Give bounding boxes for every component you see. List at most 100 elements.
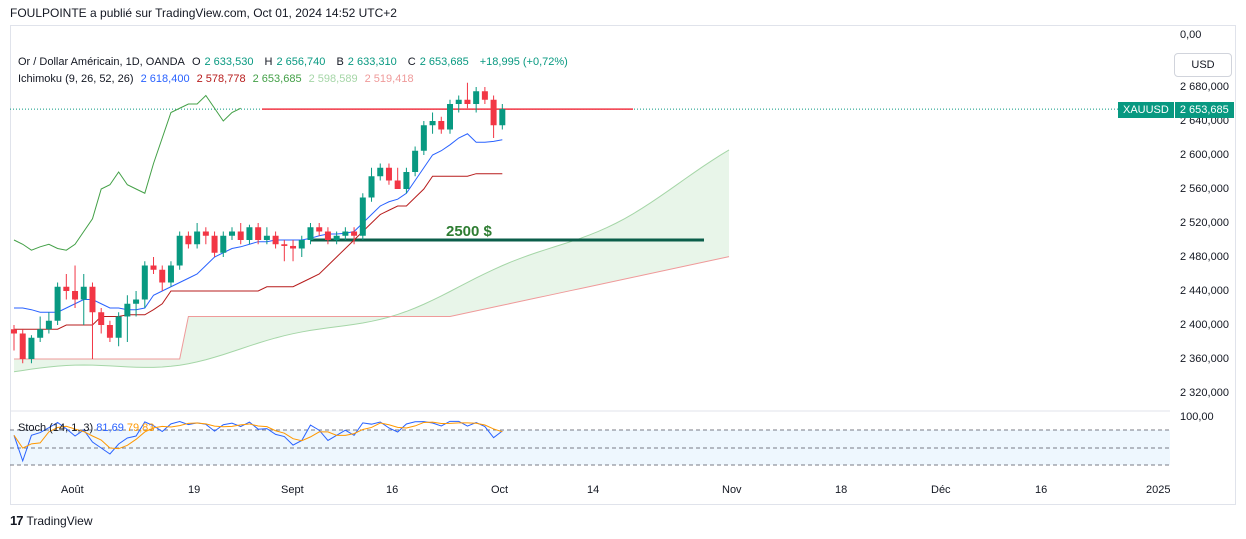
publish-info: FOULPOINTE a publié sur TradingView.com,…	[10, 6, 397, 20]
senkou-span-a-line	[13, 149, 730, 373]
senkou-span-b-line	[14, 256, 730, 360]
candle-body	[420, 125, 427, 151]
high-label: H	[264, 56, 273, 68]
candle-body	[368, 176, 375, 198]
candle-body	[290, 245, 297, 249]
candle-body	[342, 231, 349, 236]
candle-body	[159, 269, 166, 283]
candle-body	[412, 150, 419, 172]
level-annotation[interactable]: 2500 $	[446, 223, 492, 240]
change-value: +18,995 (+0,72%)	[479, 56, 568, 68]
candle-body	[19, 333, 26, 359]
candle-body	[429, 121, 436, 126]
stoch-legend: Stoch (14, 1, 3) 81,69 79,83	[18, 422, 154, 434]
stoch-axis-label: 100,00	[1180, 411, 1214, 423]
candle-body	[220, 235, 227, 253]
time-label: Août	[61, 484, 84, 496]
candle-body	[37, 329, 44, 338]
candle-body	[150, 265, 157, 270]
candle-body	[481, 91, 488, 100]
candle-body	[403, 172, 410, 189]
time-label: 19	[188, 484, 201, 496]
ichimoku-title[interactable]: Ichimoku (9, 26, 52, 26)	[18, 73, 134, 85]
price-label: 2 480,000	[1180, 251, 1229, 263]
time-label: Sept	[281, 484, 304, 496]
low-value: 2 633,310	[347, 56, 397, 68]
price-label: 2 520,000	[1180, 217, 1229, 229]
candle-body	[316, 227, 323, 232]
candle-body	[80, 286, 87, 300]
time-label: 18	[835, 484, 848, 496]
candle-body	[229, 231, 235, 236]
time-label: 14	[587, 484, 600, 496]
time-label: 16	[386, 484, 399, 496]
candle-body	[45, 320, 52, 330]
stoch-k-value: 81,69	[96, 422, 124, 434]
candle-body	[255, 227, 262, 240]
candle-body	[298, 240, 305, 249]
candle-body	[394, 180, 401, 189]
price-label: 2 400,000	[1180, 319, 1229, 331]
open-value: 2 633,530	[204, 56, 254, 68]
candle-body	[98, 312, 105, 325]
tradingview-brand[interactable]: 17 TradingView	[10, 513, 93, 528]
candle-body	[455, 99, 462, 104]
close-label: C	[407, 56, 416, 68]
candle-body	[246, 227, 253, 240]
ichimoku-tenkan-value: 2 618,400	[140, 73, 190, 85]
candle-body	[133, 299, 140, 304]
candle-body	[377, 167, 384, 177]
price-label: 2 440,000	[1180, 285, 1229, 297]
candle-body	[464, 99, 471, 104]
candle-body	[185, 235, 192, 245]
price-label: 2 640,000	[1180, 115, 1229, 127]
candle-body	[176, 235, 183, 266]
current-price: 2 653,685	[1174, 102, 1234, 118]
tradingview-logo-icon: 17	[10, 513, 24, 528]
candle-body	[54, 286, 61, 321]
stoch-band	[10, 430, 1170, 465]
candle-body	[28, 337, 35, 359]
candle-body	[359, 197, 366, 236]
time-label: Nov	[722, 484, 742, 496]
ichimoku-spana-value: 2 598,589	[308, 73, 358, 85]
candle-body	[499, 109, 506, 126]
candle-body	[72, 291, 79, 300]
candle-body	[89, 286, 96, 313]
currency-button[interactable]: USD	[1174, 53, 1232, 77]
time-label: 16	[1035, 484, 1048, 496]
time-label: Oct	[491, 484, 509, 496]
close-value: 2 653,685	[419, 56, 469, 68]
ichimoku-cloud	[14, 149, 730, 372]
candle-body	[202, 231, 209, 236]
candle-body	[333, 235, 340, 240]
candle-body	[11, 329, 17, 334]
candle-body	[115, 316, 122, 338]
candle-body	[281, 244, 288, 246]
candle-body	[167, 265, 174, 283]
time-label: Déc	[931, 484, 951, 496]
candle-body	[351, 231, 358, 236]
ichimoku-kijun-value: 2 578,778	[196, 73, 246, 85]
symbol-title[interactable]: Or / Dollar Américain, 1D, OANDA	[18, 56, 185, 68]
stoch-d-value: 79,83	[126, 422, 155, 434]
candle-body	[106, 325, 113, 338]
current-symbol: XAUUSD	[1118, 102, 1174, 118]
stoch-title[interactable]: Stoch (14, 1, 3)	[18, 422, 94, 434]
ichimoku-legend: Ichimoku (9, 26, 52, 26) 2 618,400 2 578…	[18, 73, 418, 85]
candle-body	[438, 121, 445, 130]
current-price-tag: XAUUSD 2 653,685	[1118, 102, 1234, 118]
price-label: 2 560,000	[1180, 183, 1229, 195]
stoch-d-line	[13, 421, 503, 450]
high-value: 2 656,740	[276, 56, 326, 68]
candle-body	[141, 265, 148, 300]
candle-body	[63, 286, 70, 291]
candle-body	[307, 227, 314, 240]
low-label: B	[336, 56, 344, 68]
candle-body	[490, 99, 497, 126]
ichimoku-spanb-value: 2 519,418	[364, 73, 414, 85]
candle-body	[473, 91, 480, 104]
kijun-sen-line	[14, 173, 503, 330]
